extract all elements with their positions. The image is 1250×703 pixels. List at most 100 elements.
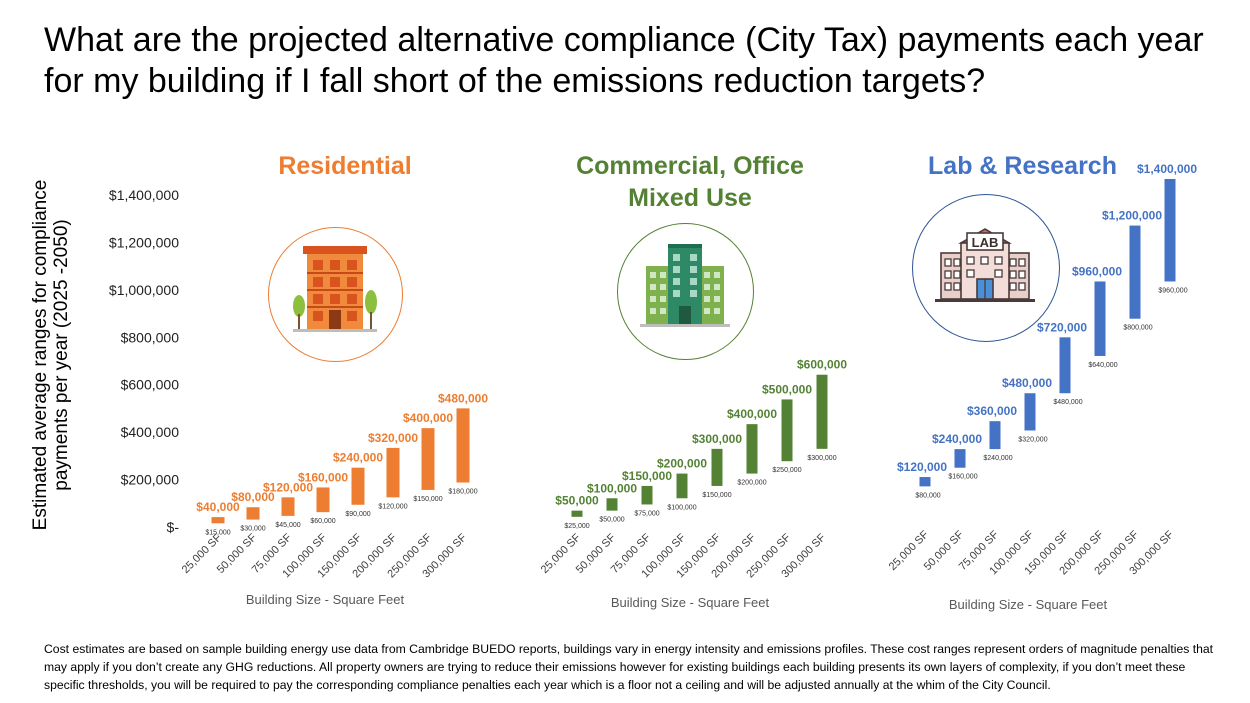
lab-high-label: $360,000 [967, 404, 1017, 418]
lab-sign-text: LAB [972, 235, 999, 250]
residential-high-label: $320,000 [368, 431, 418, 445]
lab-bar [1129, 225, 1141, 319]
commercial-chart-title: Commercial, Office Mixed Use [576, 152, 804, 212]
lab-bar [954, 449, 966, 468]
commercial-high-label: $100,000 [587, 481, 637, 495]
lab-bar [919, 477, 931, 487]
y-tick-label: $200,000 [121, 472, 180, 488]
commercial-bar [571, 510, 583, 517]
commercial-bar [676, 473, 688, 499]
lab-high-label: $480,000 [1002, 376, 1052, 390]
y-tick-label: $1,000,000 [109, 282, 179, 298]
commercial-low-label: $300,000 [807, 455, 836, 462]
residential-low-label: $150,000 [413, 496, 442, 503]
lab-x-axis-title: Building Size - Square Feet [949, 597, 1108, 612]
office-building-icon [640, 244, 730, 327]
y-tick-label: $1,400,000 [109, 187, 179, 203]
residential-high-label: $240,000 [333, 451, 383, 465]
y-tick-label: $1,200,000 [109, 234, 179, 250]
residential-high-label: $120,000 [263, 480, 313, 494]
commercial-high-label: $600,000 [797, 358, 847, 372]
footnote: Cost estimates are based on sample build… [44, 642, 1214, 692]
y-tick-label: $600,000 [121, 377, 180, 393]
residential-bar [351, 467, 365, 505]
residential-icon-circle [268, 227, 403, 362]
residential-low-label: $180,000 [448, 489, 477, 496]
y-tick-label: $800,000 [121, 329, 180, 345]
lab-low-label: $80,000 [915, 492, 940, 499]
lab-bar [1059, 337, 1071, 394]
lab-icon-circle: LAB [912, 194, 1060, 342]
charts-canvas: $- $200,000 $400,000 $600,000 $800,000 $1,000… [109, 162, 1198, 612]
lab-low-label: $160,000 [948, 474, 977, 481]
commercial-low-label: $25,000 [564, 523, 589, 530]
commercial-icon-circle [617, 223, 754, 360]
lab-low-label: $480,000 [1053, 399, 1082, 406]
lab-bar [989, 421, 1001, 450]
commercial-low-label: $150,000 [702, 492, 731, 499]
commercial-high-label: $400,000 [727, 407, 777, 421]
commercial-high-label: $200,000 [657, 457, 707, 471]
lab-high-label: $720,000 [1037, 320, 1087, 334]
page-title: What are the projected alternative compl… [44, 21, 1204, 100]
commercial-low-label: $250,000 [772, 467, 801, 474]
commercial-low-label: $50,000 [599, 517, 624, 524]
lab-bar [1164, 179, 1176, 282]
commercial-low-label: $100,000 [667, 504, 696, 511]
residential-high-label: $480,000 [438, 391, 488, 405]
residential-high-label: $80,000 [231, 490, 275, 504]
residential-bar [386, 447, 400, 498]
residential-high-label: $40,000 [196, 500, 240, 514]
lab-high-label: $1,200,000 [1102, 209, 1162, 223]
lab-bar [1094, 281, 1106, 356]
residential-bar [421, 428, 435, 490]
commercial-x-axis-title: Building Size - Square Feet [611, 595, 770, 610]
residential-x-axis-title: Building Size - Square Feet [246, 592, 405, 607]
commercial-bar [781, 399, 793, 462]
lab-high-label: $1,400,000 [1137, 162, 1197, 176]
commercial-low-label: $75,000 [634, 510, 659, 517]
lab-low-label: $800,000 [1123, 325, 1152, 332]
commercial-low-label: $200,000 [737, 480, 766, 487]
lab-low-label: $320,000 [1018, 436, 1047, 443]
lab-high-label: $120,000 [897, 460, 947, 474]
lab-high-label: $960,000 [1072, 264, 1122, 278]
commercial-bar [746, 424, 758, 474]
lab-building-icon: LAB [935, 228, 1035, 302]
commercial-high-label: $300,000 [692, 432, 742, 446]
residential-low-label: $15,000 [205, 529, 230, 536]
commercial-high-label: $500,000 [762, 382, 812, 396]
commercial-bar [711, 448, 723, 486]
lab-low-label: $640,000 [1088, 362, 1117, 369]
residential-bar [456, 408, 470, 483]
residential-high-label: $400,000 [403, 411, 453, 425]
commercial-bar [641, 485, 653, 505]
y-tick-label: $- [167, 519, 180, 535]
commercial-high-label: $50,000 [555, 494, 599, 508]
commercial-high-label: $150,000 [622, 469, 672, 483]
lab-chart-title: Lab & Research [928, 152, 1117, 180]
residential-low-label: $45,000 [275, 522, 300, 529]
lab-low-label: $240,000 [983, 455, 1012, 462]
residential-chart-title: Residential [278, 152, 412, 180]
commercial-bar [606, 498, 618, 511]
residential-bar [316, 487, 330, 513]
commercial-bar [816, 374, 828, 449]
residential-low-label: $90,000 [345, 511, 370, 518]
residential-high-label: $160,000 [298, 470, 348, 484]
residential-bar [246, 507, 260, 520]
lab-bar [1024, 393, 1036, 431]
residential-low-label: $60,000 [310, 518, 335, 525]
residential-bar [211, 517, 225, 524]
apartment-building-icon [293, 246, 377, 332]
residential-bar [281, 497, 295, 516]
residential-low-label: $30,000 [240, 526, 265, 533]
y-axis-ticks: $- $200,000 $400,000 $600,000 $800,000 $1,000… [109, 187, 179, 535]
lab-high-label: $240,000 [932, 432, 982, 446]
lab-low-label: $960,000 [1158, 287, 1187, 294]
y-tick-label: $400,000 [121, 424, 180, 440]
residential-low-label: $120,000 [378, 503, 407, 510]
